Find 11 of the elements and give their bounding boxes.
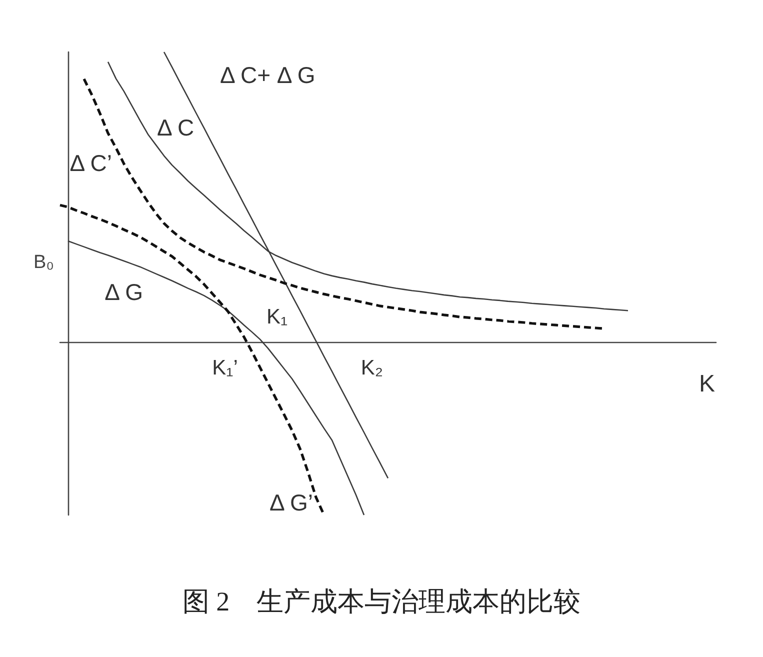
annotation: K₁’ <box>212 356 238 380</box>
annotation: K₁ <box>266 306 288 328</box>
y-axis-title: B₀ <box>33 252 54 273</box>
annotation: K₂ <box>360 356 384 380</box>
series-label: Δ C <box>157 114 194 140</box>
text: 图 2 生产成本与治理成本的比较 <box>182 586 581 616</box>
series-label: Δ G’ <box>270 489 313 516</box>
series-label: Δ G <box>104 279 143 306</box>
series-label: Δ C’ <box>70 150 112 176</box>
x-axis-title: K <box>699 370 716 398</box>
series-label: Δ C+ Δ G <box>220 62 316 88</box>
